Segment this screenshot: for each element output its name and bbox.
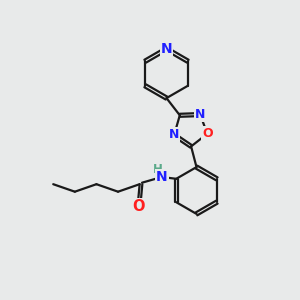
Text: O: O bbox=[133, 199, 145, 214]
Text: O: O bbox=[202, 127, 212, 140]
Text: N: N bbox=[169, 128, 179, 142]
Text: N: N bbox=[161, 42, 172, 56]
Text: N: N bbox=[195, 108, 206, 121]
Text: H: H bbox=[153, 163, 163, 176]
Text: N: N bbox=[156, 170, 168, 184]
